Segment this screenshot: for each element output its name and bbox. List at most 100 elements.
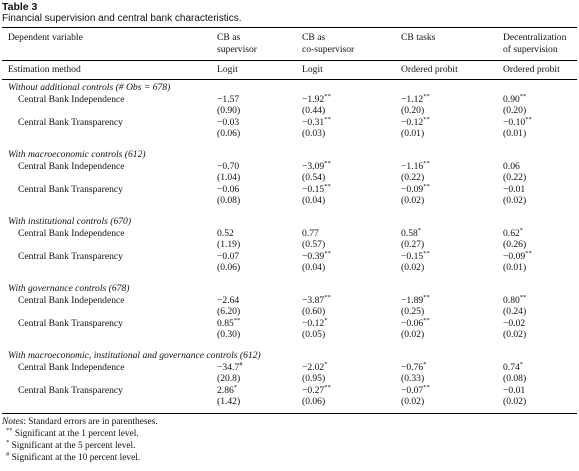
- section-title: With macroeconomic controls (612): [8, 149, 146, 160]
- method-4: Ordered probit: [503, 64, 560, 75]
- method-3: Ordered probit: [401, 64, 458, 75]
- standard-error-cell: (0.44): [302, 105, 326, 116]
- significance-marker: #: [239, 360, 243, 368]
- col-header-1: CB as supervisor: [217, 32, 257, 55]
- coefficient-cell: 0.58*: [401, 226, 422, 240]
- method-rule: [2, 79, 577, 80]
- significance-marker: **: [324, 92, 331, 100]
- footnote-1: ** Significant at the 1 percent level.: [6, 426, 139, 439]
- standard-error-cell: (1.42): [217, 396, 241, 407]
- section-title: With macroeconomic, institutional and go…: [8, 350, 261, 361]
- coefficient-value: −0.06: [217, 183, 240, 195]
- standard-error-cell: (0.04): [302, 195, 326, 206]
- coefficient-value: −0.09: [503, 250, 526, 262]
- coefficient-value: −1.92: [302, 93, 325, 105]
- coefficient-value: −0.01: [503, 183, 526, 195]
- significance-marker: **: [423, 92, 430, 100]
- standard-error-cell: (1.19): [217, 239, 241, 250]
- significance-marker: **: [233, 316, 241, 324]
- coefficient-value: 0.62: [503, 227, 520, 239]
- significance-marker: **: [324, 383, 331, 391]
- coefficient-cell: −0.39**: [302, 249, 331, 263]
- coefficient-cell: 0.52: [217, 228, 234, 240]
- significance-marker: **: [423, 249, 430, 257]
- coefficient-cell: −0.31**: [302, 115, 331, 129]
- standard-error-cell: (0.60): [302, 306, 326, 317]
- coefficient-cell: −3.87**: [302, 294, 331, 307]
- coefficient-value: −0.06: [401, 317, 424, 329]
- coefficient-value: 0.77: [302, 227, 319, 239]
- coefficient-cell: 2.86*: [217, 384, 237, 397]
- coefficient-value: −0.10: [503, 116, 526, 128]
- coefficient-cell: −2.02*: [302, 360, 328, 374]
- coefficient-cell: 0.90**: [503, 93, 526, 106]
- standard-error-cell: (0.25): [401, 306, 425, 317]
- coefficient-value: −0.07: [217, 250, 240, 262]
- standard-error-cell: (0.05): [302, 329, 326, 340]
- significance-marker: **: [324, 182, 331, 190]
- coefficient-value: 0.52: [217, 227, 234, 239]
- coefficient-cell: −1.16**: [401, 159, 430, 173]
- standard-error-cell: (20.8): [217, 373, 241, 384]
- row-label-transparency: Central Bank Transparency: [18, 116, 123, 128]
- coefficient-cell: 0.85**: [217, 316, 241, 330]
- coefficient-value: 2.86: [217, 384, 234, 396]
- significance-marker: *: [417, 226, 422, 234]
- standard-error-cell: (0.24): [503, 306, 527, 317]
- coefficient-cell: −0.12**: [401, 116, 430, 129]
- standard-error-cell: (0.22): [401, 172, 425, 183]
- row-label-independence: Central Bank Independence: [18, 361, 125, 373]
- coefficient-value: −0.15: [401, 250, 424, 262]
- row-label-transparency: Central Bank Transparency: [18, 384, 123, 396]
- coefficient-value: −0.31: [302, 116, 325, 128]
- row-label-independence: Central Bank Independence: [18, 93, 125, 105]
- coefficient-value: −0.02: [503, 317, 526, 329]
- significance-marker: **: [324, 249, 331, 257]
- coefficient-cell: 0.06: [503, 161, 520, 173]
- coefficient-value: −2.02: [302, 361, 325, 373]
- standard-error-cell: (0.02): [401, 329, 425, 340]
- standard-error-cell: (0.02): [503, 396, 527, 407]
- significance-marker: **: [324, 159, 331, 167]
- header-rule: [2, 60, 577, 61]
- coefficient-cell: −0.15**: [302, 182, 331, 196]
- significance-marker: **: [423, 159, 430, 167]
- coefficient-cell: −0.09**: [401, 182, 430, 196]
- coefficient-cell: −34.7#: [217, 360, 243, 374]
- row-label-independence: Central Bank Independence: [18, 227, 125, 239]
- coefficient-value: −0.09: [401, 183, 424, 195]
- significance-marker: **: [423, 182, 430, 190]
- coefficient-cell: −0.12*: [302, 317, 327, 330]
- section-title: Without additional controls (# Obs = 678…: [8, 82, 171, 93]
- standard-error-cell: (0.03): [302, 128, 326, 139]
- standard-error-cell: (0.06): [217, 262, 241, 273]
- coefficient-value: −1.57: [217, 93, 240, 105]
- col-header-4: Decentralization of supervision: [503, 32, 567, 55]
- col-header-3: CB tasks: [401, 32, 436, 43]
- row-label-independence: Central Bank Independence: [18, 294, 125, 306]
- coefficient-value: −0.76: [401, 361, 424, 373]
- table-title: Table 3: [2, 1, 38, 13]
- coefficient-cell: −0.07**: [401, 383, 430, 397]
- coefficient-cell: −2.64: [217, 295, 239, 307]
- coefficient-cell: −1.12**: [401, 92, 430, 106]
- standard-error-cell: (0.57): [302, 239, 326, 250]
- standard-error-cell: (0.08): [217, 195, 241, 206]
- coefficient-cell: −0.10**: [503, 116, 532, 129]
- standard-error-cell: (0.02): [503, 195, 527, 206]
- bottom-rule: [2, 413, 577, 415]
- significance-marker: **: [423, 383, 430, 391]
- coefficient-value: 0.58: [401, 227, 418, 239]
- significance-marker: *: [324, 360, 328, 368]
- standard-error-cell: (0.20): [401, 105, 425, 116]
- significance-marker: **: [324, 115, 331, 123]
- coefficient-value: 0.90: [503, 93, 520, 105]
- significance-marker: *: [519, 360, 524, 368]
- coefficient-value: −0.15: [302, 183, 325, 195]
- significance-marker: **: [423, 316, 430, 324]
- coefficient-value: −0.07: [401, 384, 424, 396]
- method-2: Logit: [302, 64, 323, 75]
- standard-error-cell: (0.90): [217, 105, 241, 116]
- standard-error-cell: (0.01): [503, 128, 527, 139]
- col-header-2: CB as co-supervisor: [302, 32, 355, 55]
